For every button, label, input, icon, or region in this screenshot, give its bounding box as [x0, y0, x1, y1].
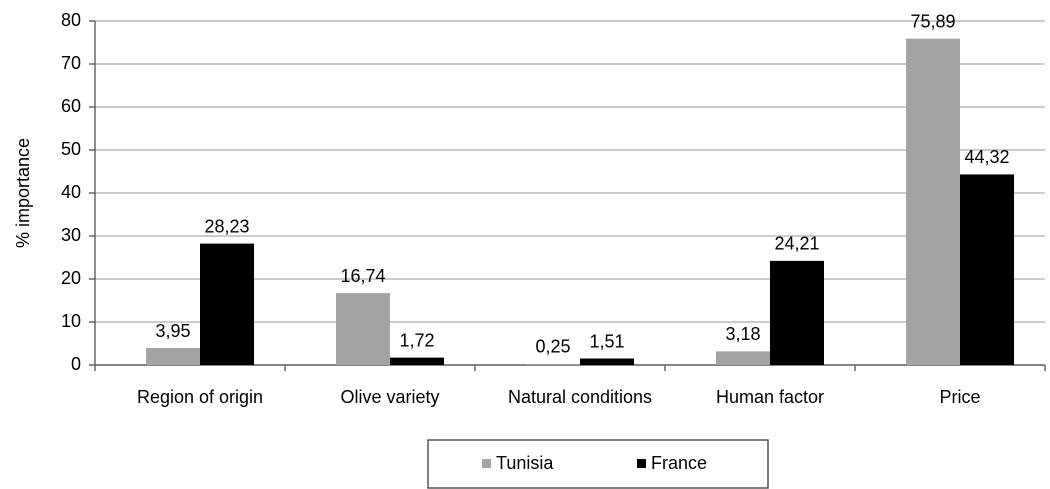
value-label: 3,18	[725, 324, 760, 344]
y-tick-label: 80	[61, 10, 81, 30]
x-tick-label: Price	[939, 387, 980, 407]
bar	[960, 174, 1014, 365]
value-label: 24,21	[774, 234, 819, 254]
bar	[200, 243, 254, 365]
bar	[716, 351, 770, 365]
value-label: 1,51	[589, 331, 624, 351]
value-label: 44,32	[964, 147, 1009, 167]
bar	[580, 358, 634, 365]
bar	[770, 260, 824, 365]
value-label: 1,72	[399, 330, 434, 350]
bar	[336, 293, 390, 365]
legend-swatch	[637, 459, 646, 468]
x-tick-label: Human factor	[716, 387, 824, 407]
bar	[146, 348, 200, 365]
legend-box	[427, 439, 769, 489]
y-tick-label: 0	[71, 354, 81, 374]
bar	[526, 363, 580, 365]
bar	[390, 357, 444, 365]
value-label: 3,95	[155, 321, 190, 341]
legend-label: France	[651, 453, 707, 473]
value-label: 75,89	[910, 11, 955, 31]
value-label: 16,74	[340, 266, 385, 286]
x-tick-label: Natural conditions	[508, 387, 652, 407]
value-label: 28,23	[204, 216, 249, 236]
legend-swatch	[482, 459, 491, 468]
x-tick-label: Region of origin	[137, 387, 263, 407]
y-tick-label: 60	[61, 96, 81, 116]
y-tick-label: 10	[61, 311, 81, 331]
value-label: 0,25	[535, 337, 570, 357]
bar	[906, 38, 960, 365]
y-tick-label: 50	[61, 139, 81, 159]
x-tick-label: Olive variety	[340, 387, 439, 407]
y-tick-label: 30	[61, 225, 81, 245]
y-tick-label: 20	[61, 268, 81, 288]
legend-label: Tunisia	[496, 453, 554, 473]
y-tick-label: 70	[61, 53, 81, 73]
y-axis-label: % importance	[13, 138, 33, 248]
y-tick-label: 40	[61, 182, 81, 202]
